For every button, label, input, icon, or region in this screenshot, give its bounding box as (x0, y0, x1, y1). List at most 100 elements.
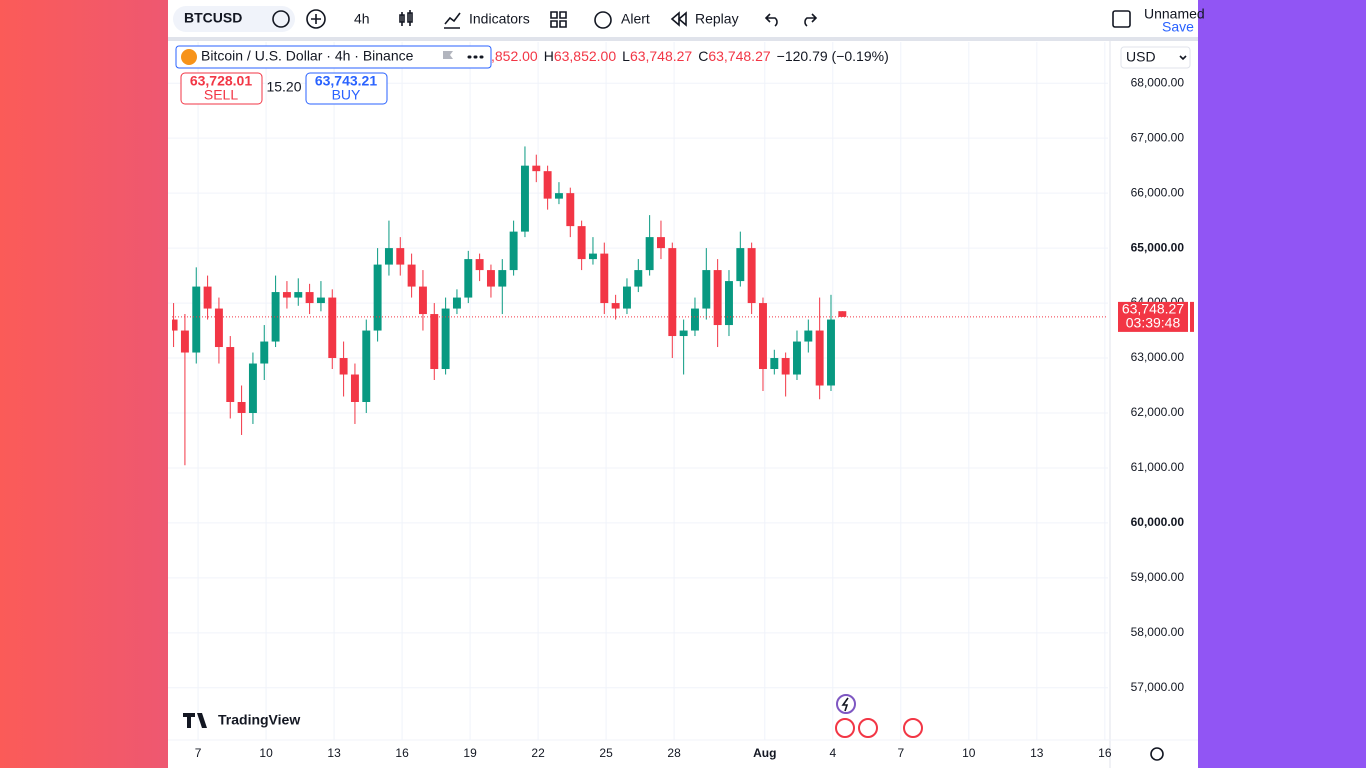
candle-body (441, 308, 450, 370)
candle-body (804, 330, 813, 342)
y-tick-label: 58,000.00 (1131, 625, 1185, 639)
currency[interactable]: USD (1126, 49, 1156, 65)
save[interactable]: Save (1162, 19, 1194, 35)
candle-body (554, 193, 563, 199)
legend-ohlc: ,852.00 H63,852.00 L63,748.27 C63,748.27 −12… (491, 48, 889, 64)
candle-body (566, 193, 575, 227)
x-tick-label: 10 (259, 746, 273, 760)
x-tick-label: 22 (531, 746, 545, 760)
price-tag: 63,748.27 03:39:48 (1118, 301, 1194, 332)
candle-body (781, 358, 790, 375)
candle-body (316, 297, 325, 304)
replay[interactable]: Replay (695, 11, 739, 27)
templates[interactable] (550, 11, 567, 28)
economic-event[interactable] (903, 718, 923, 738)
candle-body (305, 292, 314, 304)
indicators-icon[interactable] (444, 12, 461, 29)
candle-body (486, 270, 495, 287)
candle-body (657, 237, 665, 249)
candle-body (226, 347, 235, 402)
app (168, 0, 1198, 768)
legend-box[interactable] (175, 45, 492, 69)
tv-logo (183, 713, 207, 728)
x-tick-label: 10 (962, 746, 976, 760)
economic-event[interactable] (835, 718, 855, 738)
plus-icon (311, 14, 321, 24)
candle-body (713, 270, 722, 326)
buy-price: 63,743.21 (315, 73, 377, 89)
candle-body (373, 264, 382, 331)
candle-body (452, 297, 461, 309)
candle-body (668, 248, 677, 337)
undo[interactable] (764, 13, 778, 27)
x-tick-label: 7 (897, 746, 904, 760)
symbol-search[interactable] (173, 6, 295, 32)
candle-body (793, 341, 801, 375)
compare-icon[interactable] (272, 10, 290, 28)
alert[interactable]: Alert (621, 11, 650, 27)
y-tick-label: 68,000.00 (1131, 75, 1185, 89)
settings-gear[interactable] (1150, 747, 1164, 761)
candle-body (475, 259, 484, 271)
y-tick-label: 57,000.00 (1131, 680, 1185, 694)
x-tick-label: 16 (1098, 746, 1112, 760)
buy-label: BUY (332, 87, 361, 103)
candle-body (362, 330, 371, 402)
y-tick-label: 62,000.00 (1131, 405, 1185, 419)
candle-body (736, 248, 745, 282)
ohlc-item: L (622, 48, 630, 64)
y-tick-label: 59,000.00 (1131, 570, 1185, 584)
x-tick-label: 16 (395, 746, 409, 760)
legend-title: Bitcoin / U.S. Dollar · 4h · Binance (201, 48, 414, 64)
sell-button[interactable] (180, 72, 263, 105)
event-icon[interactable] (836, 694, 856, 714)
ohlc-item: C (698, 48, 708, 64)
layout-icon[interactable] (1112, 10, 1131, 28)
x-tick-label: 25 (599, 746, 613, 760)
candle-body (464, 259, 473, 298)
candle-body (600, 253, 609, 304)
buy-button[interactable] (305, 72, 388, 105)
interval[interactable]: 4h (354, 11, 370, 27)
layout-name[interactable]: Unnamed (1144, 6, 1205, 22)
y-tick-label: 63,000.00 (1131, 350, 1185, 364)
economic-event[interactable] (858, 718, 878, 738)
price-tag-price: 63,748.27 (1122, 301, 1184, 317)
bitcoin-icon (181, 49, 197, 65)
alert-icon[interactable] (594, 11, 612, 29)
y-tick-label: 67,000.00 (1131, 130, 1185, 144)
candle-body (520, 165, 529, 232)
candle-body (827, 319, 835, 386)
candle-body (611, 303, 620, 309)
add-symbol[interactable] (306, 9, 326, 29)
candle-body (294, 292, 303, 298)
x-tick-label: Aug (753, 746, 776, 760)
redo[interactable] (804, 13, 818, 27)
candle-body (645, 237, 654, 271)
candle-body (725, 281, 733, 326)
candle-body (691, 308, 699, 331)
x-tick-label: 13 (327, 746, 341, 760)
ohlc-item: H (544, 48, 554, 64)
candle-body (407, 264, 416, 287)
candle-body (679, 330, 688, 337)
x-tick-label: 19 (463, 746, 477, 760)
symbol[interactable]: BTCUSD (184, 10, 242, 26)
candle-body (702, 270, 711, 309)
currency-select[interactable] (1120, 46, 1191, 69)
price-tag-box (1118, 301, 1188, 332)
candle-body (282, 292, 291, 298)
candle-body (498, 270, 507, 287)
indicators[interactable]: Indicators (469, 11, 530, 27)
candle-body (192, 286, 201, 353)
toolbar: BTCUSD 4h Indicators Alert Replay Unname… (173, 6, 1205, 35)
candle-body (172, 319, 178, 331)
chart-type[interactable] (399, 10, 413, 26)
candle-body (532, 165, 541, 172)
replay-icon[interactable] (670, 11, 687, 27)
candle-body (384, 248, 393, 265)
x-tick-label: 13 (1030, 746, 1044, 760)
candles (172, 146, 1108, 466)
candle-body (339, 358, 348, 375)
